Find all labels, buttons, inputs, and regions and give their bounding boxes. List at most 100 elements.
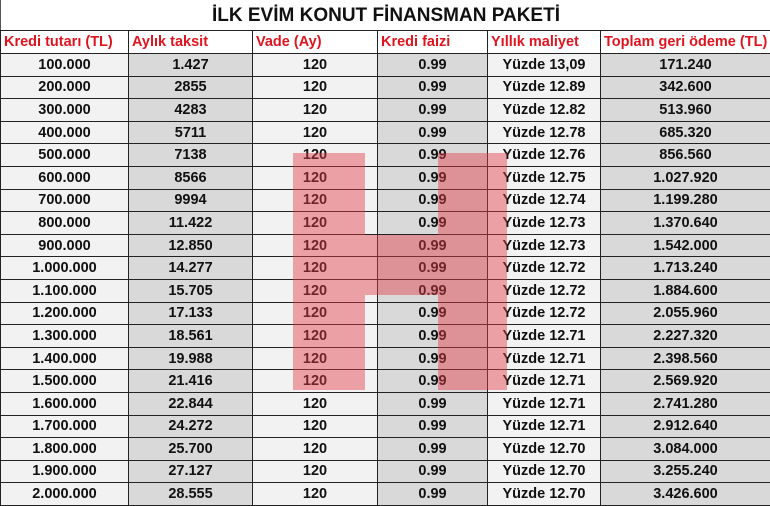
- cell-interest-rate: 0.99: [378, 121, 488, 144]
- cell-monthly-installment: 27.127: [129, 460, 253, 483]
- cell-monthly-installment: 25.700: [129, 438, 253, 461]
- cell-total-repayment: 2.741.280: [601, 392, 770, 415]
- cell-interest-rate: 0.99: [378, 166, 488, 189]
- cell-term-months: 120: [253, 212, 378, 235]
- cell-total-repayment: 3.426.600: [601, 483, 770, 506]
- column-header-loan-amount: Kredi tutarı (TL): [1, 31, 129, 54]
- cell-total-repayment: 2.227.320: [601, 325, 770, 348]
- cell-monthly-installment: 5711: [129, 121, 253, 144]
- cell-annual-cost: Yüzde 12.71: [488, 370, 601, 393]
- cell-interest-rate: 0.99: [378, 234, 488, 257]
- cell-total-repayment: 856.560: [601, 144, 770, 167]
- cell-annual-cost: Yüzde 12.70: [488, 460, 601, 483]
- cell-monthly-installment: 24.272: [129, 415, 253, 438]
- cell-monthly-installment: 28.555: [129, 483, 253, 506]
- cell-total-repayment: 2.055.960: [601, 302, 770, 325]
- cell-loan-amount: 1.300.000: [1, 325, 129, 348]
- cell-monthly-installment: 12.850: [129, 234, 253, 257]
- cell-monthly-installment: 21.416: [129, 370, 253, 393]
- column-header-monthly-installment: Aylık taksit: [129, 31, 253, 54]
- cell-term-months: 120: [253, 54, 378, 77]
- column-header-interest-rate: Kredi faizi: [378, 31, 488, 54]
- cell-loan-amount: 100.000: [1, 54, 129, 77]
- cell-term-months: 120: [253, 99, 378, 122]
- cell-monthly-installment: 9994: [129, 189, 253, 212]
- cell-loan-amount: 1.800.000: [1, 438, 129, 461]
- cell-term-months: 120: [253, 257, 378, 280]
- cell-interest-rate: 0.99: [378, 54, 488, 77]
- cell-interest-rate: 0.99: [378, 99, 488, 122]
- cell-interest-rate: 0.99: [378, 460, 488, 483]
- cell-total-repayment: 1.199.280: [601, 189, 770, 212]
- cell-total-repayment: 1.884.600: [601, 279, 770, 302]
- cell-annual-cost: Yüzde 12.89: [488, 76, 601, 99]
- column-header-term-months: Vade (Ay): [253, 31, 378, 54]
- cell-loan-amount: 700.000: [1, 189, 129, 212]
- cell-annual-cost: Yüzde 12.70: [488, 438, 601, 461]
- cell-annual-cost: Yüzde 12.71: [488, 325, 601, 348]
- cell-annual-cost: Yüzde 12.76: [488, 144, 601, 167]
- cell-monthly-installment: 4283: [129, 99, 253, 122]
- cell-monthly-installment: 1.427: [129, 54, 253, 77]
- cell-loan-amount: 300.000: [1, 99, 129, 122]
- cell-total-repayment: 685.320: [601, 121, 770, 144]
- cell-total-repayment: 3.084.000: [601, 438, 770, 461]
- cell-total-repayment: 171.240: [601, 54, 770, 77]
- cell-monthly-installment: 19.988: [129, 347, 253, 370]
- cell-interest-rate: 0.99: [378, 76, 488, 99]
- cell-annual-cost: Yüzde 12.71: [488, 415, 601, 438]
- cell-annual-cost: Yüzde 12.78: [488, 121, 601, 144]
- cell-monthly-installment: 14.277: [129, 257, 253, 280]
- column-header-annual-cost: Yıllık maliyet: [488, 31, 601, 54]
- cell-loan-amount: 1.400.000: [1, 347, 129, 370]
- cell-term-months: 120: [253, 438, 378, 461]
- cell-monthly-installment: 18.561: [129, 325, 253, 348]
- cell-total-repayment: 1.370.640: [601, 212, 770, 235]
- cell-interest-rate: 0.99: [378, 144, 488, 167]
- cell-interest-rate: 0.99: [378, 415, 488, 438]
- cell-interest-rate: 0.99: [378, 189, 488, 212]
- cell-monthly-installment: 22.844: [129, 392, 253, 415]
- cell-term-months: 120: [253, 144, 378, 167]
- cell-total-repayment: 2.398.560: [601, 347, 770, 370]
- cell-interest-rate: 0.99: [378, 279, 488, 302]
- cell-term-months: 120: [253, 460, 378, 483]
- cell-monthly-installment: 2855: [129, 76, 253, 99]
- cell-term-months: 120: [253, 325, 378, 348]
- cell-total-repayment: 1.027.920: [601, 166, 770, 189]
- cell-term-months: 120: [253, 370, 378, 393]
- cell-interest-rate: 0.99: [378, 302, 488, 325]
- cell-annual-cost: Yüzde 12.72: [488, 257, 601, 280]
- cell-term-months: 120: [253, 347, 378, 370]
- cell-loan-amount: 600.000: [1, 166, 129, 189]
- cell-loan-amount: 500.000: [1, 144, 129, 167]
- cell-loan-amount: 2.000.000: [1, 483, 129, 506]
- cell-total-repayment: 513.960: [601, 99, 770, 122]
- cell-interest-rate: 0.99: [378, 325, 488, 348]
- cell-loan-amount: 1.900.000: [1, 460, 129, 483]
- cell-annual-cost: Yüzde 12.75: [488, 166, 601, 189]
- cell-annual-cost: Yüzde 12.82: [488, 99, 601, 122]
- cell-monthly-installment: 15.705: [129, 279, 253, 302]
- cell-annual-cost: Yüzde 12.73: [488, 234, 601, 257]
- cell-term-months: 120: [253, 76, 378, 99]
- cell-annual-cost: Yüzde 12.74: [488, 189, 601, 212]
- cell-annual-cost: Yüzde 12.71: [488, 347, 601, 370]
- cell-monthly-installment: 7138: [129, 144, 253, 167]
- cell-loan-amount: 900.000: [1, 234, 129, 257]
- cell-loan-amount: 400.000: [1, 121, 129, 144]
- cell-term-months: 120: [253, 234, 378, 257]
